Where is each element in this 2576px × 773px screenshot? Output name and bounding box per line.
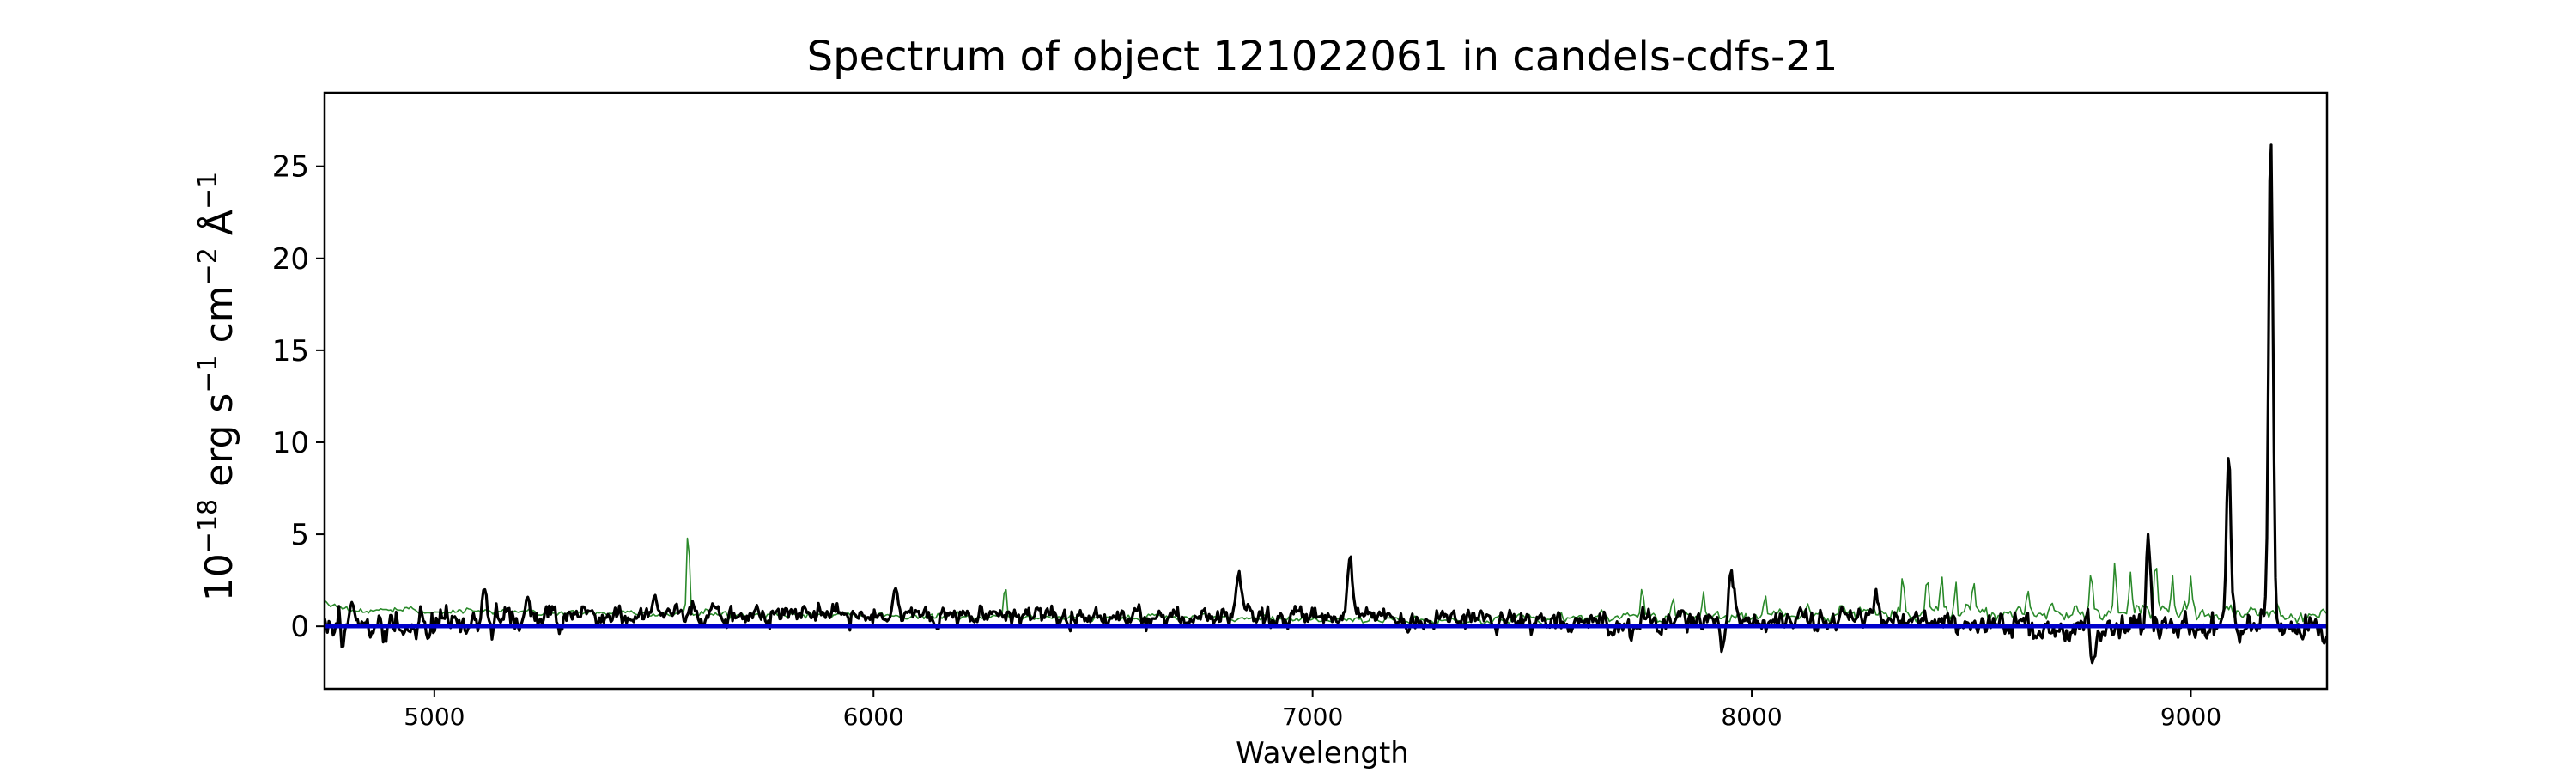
y-axis-label: 10−18 erg s−1 cm−2 Å−1	[193, 172, 241, 601]
y-tick-label: 5	[290, 518, 309, 552]
x-tick-label: 9000	[2160, 703, 2221, 731]
x-tick-label: 7000	[1282, 703, 1343, 731]
x-axis-label: Wavelength	[1236, 736, 1409, 770]
x-axis-ticks: 5000 6000 7000 8000 9000	[404, 689, 2221, 731]
plot-frame	[323, 91, 2329, 691]
series-layer	[325, 143, 2327, 665]
y-axis-ticks: 0 5 10 15 20 25	[272, 150, 325, 644]
y-tick-label: 0	[290, 610, 309, 644]
x-tick-label: 5000	[404, 703, 465, 731]
y-tick-label: 10	[272, 426, 309, 460]
x-tick-label: 6000	[843, 703, 904, 731]
x-tick-label: 8000	[1721, 703, 1782, 731]
y-tick-label: 15	[272, 334, 309, 368]
y-tick-label: 20	[272, 242, 309, 277]
chart-title: Spectrum of object 121022061 in candels-…	[807, 33, 1838, 81]
flux-spectrum-line	[325, 143, 2327, 665]
plot-area: 5000 6000 7000 8000 9000 0 5 10 15 20 25	[272, 91, 2329, 731]
y-tick-label: 25	[272, 150, 309, 185]
